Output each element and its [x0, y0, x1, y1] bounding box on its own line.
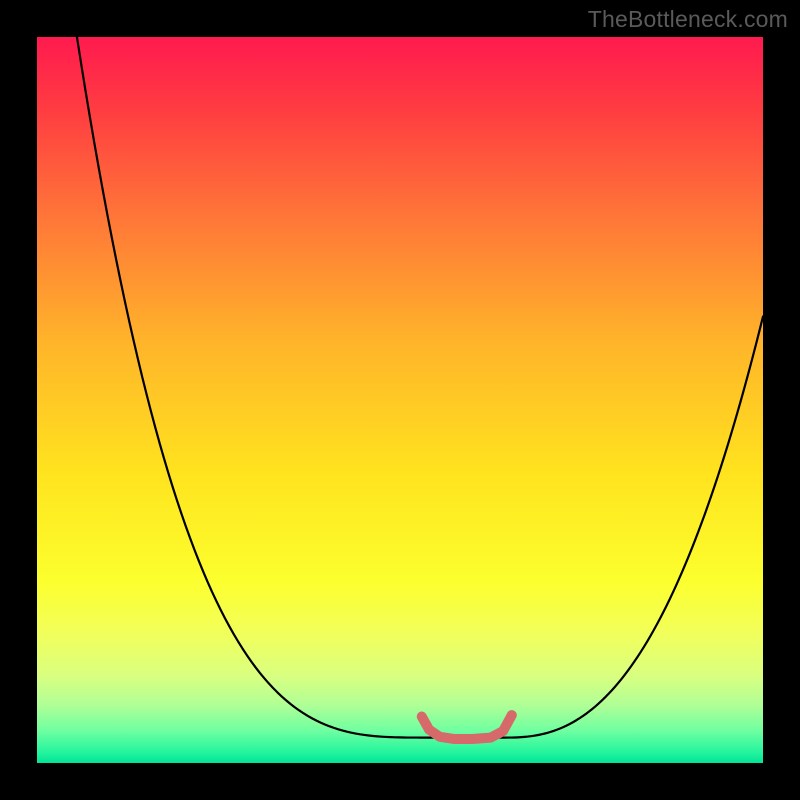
heatmap-background [37, 37, 763, 763]
watermark-text: TheBottleneck.com [588, 6, 788, 33]
bottleneck-chart [37, 37, 763, 763]
